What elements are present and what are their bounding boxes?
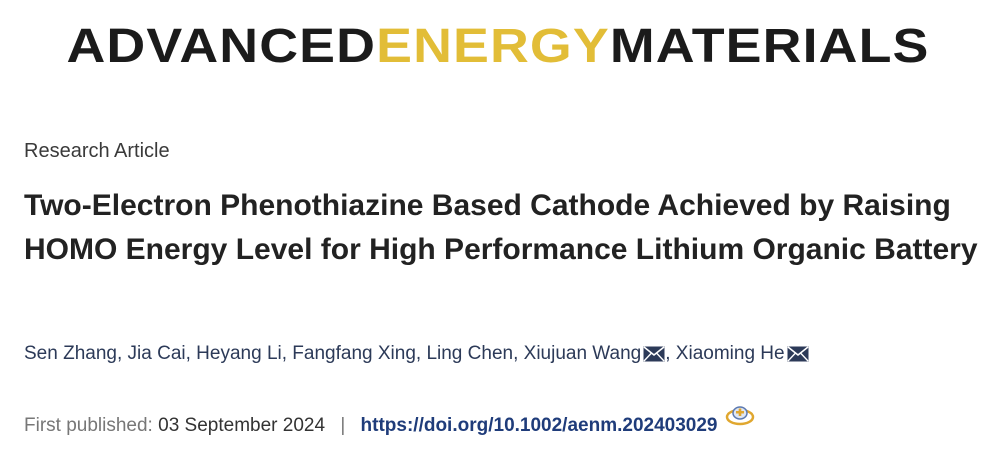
author-link[interactable]: Sen Zhang <box>24 343 117 364</box>
envelope-icon[interactable] <box>643 346 665 368</box>
author-separator: , <box>116 343 123 364</box>
journal-name-energy: ENERGY <box>376 19 610 73</box>
publication-info: First published: 03 September 2024 | htt… <box>24 403 984 437</box>
envelope-icon[interactable] <box>787 346 809 368</box>
journal-name-materials: MATERIALS <box>609 19 930 73</box>
author-separator: , <box>185 343 191 364</box>
author-link[interactable]: Xiujuan Wang <box>523 343 642 364</box>
journal-name-advanced: ADVANCED <box>66 19 377 73</box>
doi-link[interactable]: https://doi.org/10.1002/aenm.202403029 <box>360 415 718 436</box>
publication-separator: | <box>340 415 346 436</box>
article-type: Research Article <box>24 140 170 162</box>
author-list: Sen Zhang, Jia Cai, Heyang Li, Fangfang … <box>24 343 984 368</box>
first-published-label: First published: <box>24 415 153 436</box>
author-separator: , <box>415 343 422 364</box>
author-link[interactable]: Xiaoming He <box>675 343 785 364</box>
author-link[interactable]: Ling Chen <box>426 343 514 364</box>
journal-masthead: ADVANCED ENERGY MATERIALS <box>0 12 1001 80</box>
author-separator: , <box>513 343 519 364</box>
author-link[interactable]: Jia Cai <box>127 343 186 364</box>
article-title: Two-Electron Phenothiazine Based Cathode… <box>24 189 978 266</box>
author-link[interactable]: Heyang Li <box>196 343 282 364</box>
author-link[interactable]: Fangfang Xing <box>292 343 416 364</box>
crossmark-icon[interactable] <box>725 403 755 435</box>
author-separator: , <box>665 343 671 364</box>
author-separator: , <box>281 343 288 364</box>
publication-date: 03 September 2024 <box>158 415 326 436</box>
